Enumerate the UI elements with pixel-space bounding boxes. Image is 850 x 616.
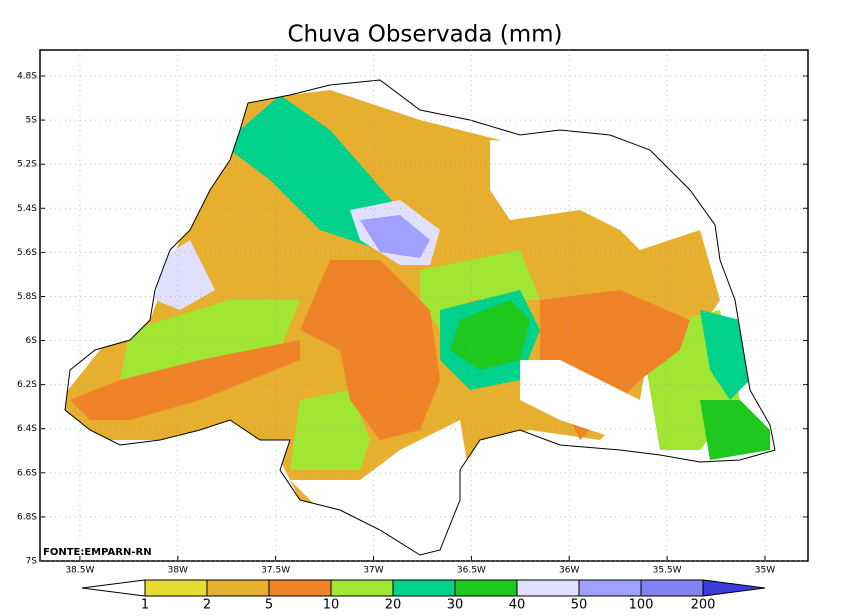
- y-tick-label: 6.4S: [17, 424, 37, 434]
- legend-label: 20: [385, 598, 402, 613]
- rain-region: [360, 215, 430, 258]
- legend-label: 5: [265, 598, 273, 613]
- rain-region: [700, 400, 770, 460]
- legend-label: 200: [691, 598, 716, 613]
- x-tick-label: 36.5W: [457, 566, 486, 576]
- legend-swatch: [206, 579, 270, 597]
- legend-swatch: [702, 579, 766, 597]
- x-tick-label: 38.5W: [65, 566, 94, 576]
- legend-swatch: [640, 579, 704, 597]
- x-tick-label: 37W: [363, 566, 383, 576]
- legend-swatch: [144, 579, 208, 597]
- rain-region: [155, 240, 215, 310]
- legend-label: 1: [141, 598, 149, 613]
- legend-label: 50: [571, 598, 588, 613]
- y-tick-label: 5.2S: [17, 160, 37, 170]
- rainfall-field: [65, 80, 775, 555]
- legend-label: 10: [323, 598, 340, 613]
- legend-label: 40: [509, 598, 526, 613]
- x-tick-label: 35W: [755, 566, 775, 576]
- rain-region: [120, 300, 300, 380]
- rain-region: [290, 420, 470, 550]
- source-label: FONTE:EMPARN-RN: [43, 547, 152, 558]
- x-tick-label: 37.5W: [261, 566, 290, 576]
- legend-label: 100: [629, 598, 654, 613]
- y-tick-label: 5.4S: [17, 204, 37, 214]
- rain-region: [520, 360, 640, 440]
- rain-region: [450, 300, 530, 370]
- x-tick-label: 35.5W: [653, 566, 682, 576]
- legend-swatch: [392, 579, 456, 597]
- y-tick-label: 6S: [26, 336, 38, 346]
- state-outline: [64, 79, 776, 556]
- x-tick-label: 36W: [559, 566, 579, 576]
- y-tick-label: 6.2S: [17, 380, 37, 390]
- y-tick-label: 5S: [26, 116, 38, 126]
- legend-label: 2: [203, 598, 211, 613]
- map-title: Chuva Observada (mm): [288, 22, 563, 48]
- rain-region: [700, 310, 750, 400]
- y-tick-label: 6.6S: [17, 468, 37, 478]
- rain-region: [490, 140, 700, 240]
- y-tick-label: 5.8S: [17, 292, 37, 302]
- legend-swatch: [81, 579, 146, 597]
- y-tick-label: 7S: [26, 557, 38, 567]
- y-tick-label: 5.6S: [17, 248, 37, 258]
- legend-label: 30: [447, 598, 464, 613]
- y-tick-label: 6.8S: [17, 512, 37, 522]
- legend-swatch: [268, 579, 332, 597]
- rain-region: [70, 340, 300, 420]
- rain-region: [290, 390, 370, 470]
- rain-region: [300, 260, 440, 440]
- legend-swatch: [516, 579, 580, 597]
- legend-swatch: [454, 579, 518, 597]
- legend-swatch: [578, 579, 642, 597]
- legend-swatch: [330, 579, 394, 597]
- y-tick-label: 4.8S: [17, 72, 37, 82]
- x-tick-label: 38W: [168, 566, 188, 576]
